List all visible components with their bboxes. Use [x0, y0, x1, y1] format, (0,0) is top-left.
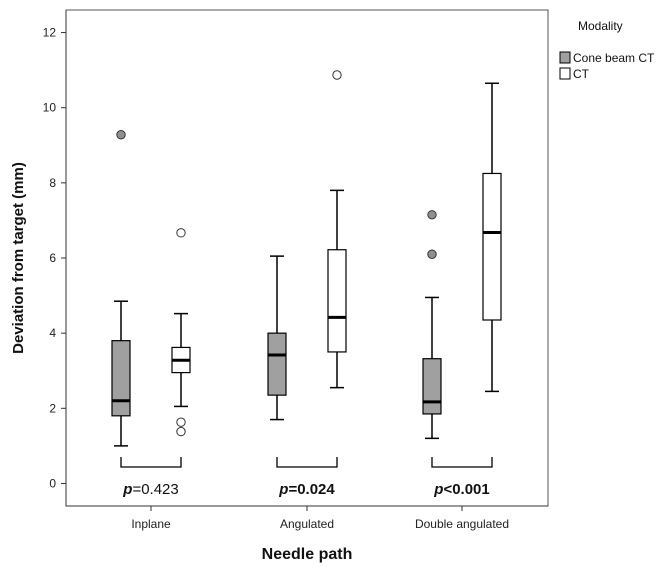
comparison-bracket — [276, 457, 338, 468]
p-symbol: p — [433, 481, 443, 498]
p-symbol: p — [122, 481, 132, 498]
y-tick-label: 2 — [49, 401, 56, 415]
x-axis: Inplane Angulated Double angulated — [66, 505, 548, 531]
legend-title: Modality — [578, 19, 623, 33]
p-value-number: <0.001 — [443, 481, 489, 498]
p-value-label: p=0.423 — [122, 481, 178, 498]
y-tick-label: 0 — [49, 476, 56, 490]
box-iqr — [482, 172, 502, 321]
x-tick-label: Angulated — [280, 517, 334, 531]
box-iqr — [422, 358, 442, 415]
outlier-point — [176, 417, 186, 427]
p-symbol: p — [278, 481, 288, 498]
legend-label: CT — [573, 67, 590, 81]
y-tick-label: 10 — [43, 101, 57, 115]
legend: Modality Cone beam CT CT — [559, 19, 655, 81]
p-value-number: =0.024 — [288, 481, 335, 498]
x-tick-label: Double angulated — [415, 517, 509, 531]
outlier-point — [427, 210, 437, 220]
legend-swatch — [559, 67, 571, 80]
y-tick-label: 12 — [43, 26, 57, 40]
p-value-label: p=0.024 — [278, 481, 335, 498]
outlier-point — [332, 70, 342, 80]
x-axis-title: Needle path — [262, 546, 353, 563]
box-iqr — [327, 249, 347, 353]
comparison-bracket — [431, 457, 493, 468]
box-iqr — [267, 332, 287, 396]
y-tick-label: 8 — [49, 176, 56, 190]
outlier-point — [176, 228, 186, 238]
comparison-bracket — [120, 457, 182, 468]
box-iqr — [111, 340, 131, 417]
p-value-annotations: p=0.423 p=0.024 p<0.001 — [120, 457, 493, 498]
legend-label: Cone beam CT — [573, 51, 655, 65]
outlier-point — [116, 130, 126, 140]
p-value-label: p<0.001 — [433, 481, 489, 498]
p-value-number: =0.423 — [132, 481, 178, 498]
x-tick-label: Inplane — [131, 517, 171, 531]
outlier-point — [176, 426, 186, 437]
outlier-point — [427, 249, 437, 259]
y-axis: 0 2 4 6 8 10 12 — [43, 10, 67, 506]
y-tick-label: 6 — [49, 251, 56, 265]
y-tick-label: 4 — [49, 326, 56, 340]
box-series — [111, 70, 502, 447]
legend-swatch — [559, 51, 571, 64]
y-axis-title: Deviation from target (mm) — [10, 162, 27, 354]
